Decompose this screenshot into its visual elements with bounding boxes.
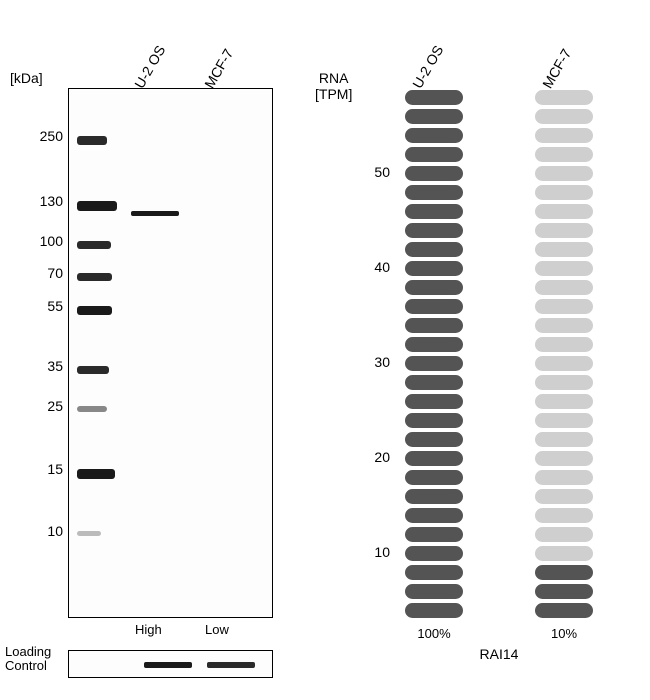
mw-marker-label: 130 bbox=[13, 193, 63, 209]
rna-pill bbox=[405, 318, 463, 333]
rna-pill bbox=[405, 413, 463, 428]
rna-pill bbox=[535, 584, 593, 599]
rna-pill bbox=[535, 109, 593, 124]
rna-pill bbox=[535, 394, 593, 409]
mw-marker-label: 10 bbox=[13, 523, 63, 539]
ladder-band bbox=[77, 136, 107, 145]
rna-tick-label: 20 bbox=[350, 449, 390, 465]
gene-name-label: RAI14 bbox=[405, 646, 593, 662]
rna-pill-column bbox=[535, 90, 593, 622]
rna-pill bbox=[405, 280, 463, 295]
rna-pill bbox=[535, 565, 593, 580]
mw-marker-label: 55 bbox=[13, 298, 63, 314]
rna-pill bbox=[405, 356, 463, 371]
rna-pill bbox=[535, 261, 593, 276]
mw-marker-label: 100 bbox=[13, 233, 63, 249]
rna-pill bbox=[405, 375, 463, 390]
rna-pill bbox=[405, 584, 463, 599]
rna-pill bbox=[405, 508, 463, 523]
rna-pill bbox=[535, 470, 593, 485]
rna-pill bbox=[535, 337, 593, 352]
kda-axis-label: [kDa] bbox=[10, 70, 43, 86]
rna-pill bbox=[405, 394, 463, 409]
rna-pill bbox=[405, 204, 463, 219]
rna-pill bbox=[535, 166, 593, 181]
rna-pill bbox=[535, 375, 593, 390]
ladder-band bbox=[77, 201, 117, 211]
rna-column-header: MCF-7 bbox=[539, 46, 574, 91]
rna-pill bbox=[535, 527, 593, 542]
rna-pill bbox=[535, 603, 593, 618]
rna-pill bbox=[535, 451, 593, 466]
rna-pill bbox=[535, 280, 593, 295]
ladder-band bbox=[77, 366, 109, 374]
rna-pill bbox=[405, 242, 463, 257]
rna-tick-label: 30 bbox=[350, 354, 390, 370]
lane-bottom-label: High bbox=[135, 622, 162, 637]
rna-pill bbox=[535, 147, 593, 162]
rna-axis-label: RNA[TPM] bbox=[315, 70, 352, 102]
loading-control-membrane bbox=[68, 650, 273, 678]
mw-marker-label: 250 bbox=[13, 128, 63, 144]
rna-pill bbox=[535, 489, 593, 504]
rna-pill bbox=[535, 242, 593, 257]
sample-band bbox=[131, 211, 179, 216]
rna-pill bbox=[405, 109, 463, 124]
loading-control-label: LoadingControl bbox=[5, 645, 51, 673]
rna-pill bbox=[535, 508, 593, 523]
rna-pill bbox=[535, 223, 593, 238]
rna-pill bbox=[405, 451, 463, 466]
mw-marker-label: 25 bbox=[13, 398, 63, 414]
mw-marker-label: 35 bbox=[13, 358, 63, 374]
rna-pill bbox=[405, 90, 463, 105]
ladder-band bbox=[77, 273, 112, 281]
rna-pill bbox=[405, 223, 463, 238]
lane-bottom-label: Low bbox=[205, 622, 229, 637]
ladder-band bbox=[77, 241, 111, 249]
rna-pill bbox=[405, 489, 463, 504]
rna-percentage-label: 100% bbox=[405, 626, 463, 641]
rna-pill bbox=[405, 261, 463, 276]
rna-tick-label: 40 bbox=[350, 259, 390, 275]
rna-pill bbox=[535, 432, 593, 447]
rna-pill bbox=[535, 90, 593, 105]
rna-pill bbox=[535, 299, 593, 314]
rna-pill bbox=[405, 432, 463, 447]
loading-band bbox=[144, 662, 192, 668]
rna-pill bbox=[405, 470, 463, 485]
rna-pill bbox=[405, 128, 463, 143]
rna-pill bbox=[535, 204, 593, 219]
rna-pill bbox=[405, 565, 463, 580]
rna-pill bbox=[405, 299, 463, 314]
blot-membrane bbox=[68, 88, 273, 618]
rna-pill bbox=[535, 185, 593, 200]
rna-pill bbox=[535, 546, 593, 561]
rna-pill bbox=[405, 603, 463, 618]
rna-column-header: U-2 OS bbox=[409, 43, 446, 91]
ladder-band bbox=[77, 469, 115, 479]
ladder-band bbox=[77, 406, 107, 412]
ladder-band bbox=[77, 306, 112, 315]
rna-pill-column bbox=[405, 90, 463, 622]
rna-pill bbox=[405, 337, 463, 352]
rna-pill bbox=[405, 185, 463, 200]
rna-pill bbox=[535, 318, 593, 333]
rna-pill bbox=[405, 527, 463, 542]
rna-pill bbox=[405, 546, 463, 561]
loading-band bbox=[207, 662, 255, 668]
rna-pill bbox=[535, 128, 593, 143]
rna-pill bbox=[535, 413, 593, 428]
rna-pill bbox=[405, 166, 463, 181]
rna-tick-label: 50 bbox=[350, 164, 390, 180]
mw-marker-label: 70 bbox=[13, 265, 63, 281]
rna-tick-label: 10 bbox=[350, 544, 390, 560]
rna-pill bbox=[405, 147, 463, 162]
ladder-band bbox=[77, 531, 101, 536]
rna-pill bbox=[535, 356, 593, 371]
mw-marker-label: 15 bbox=[13, 461, 63, 477]
rna-percentage-label: 10% bbox=[535, 626, 593, 641]
